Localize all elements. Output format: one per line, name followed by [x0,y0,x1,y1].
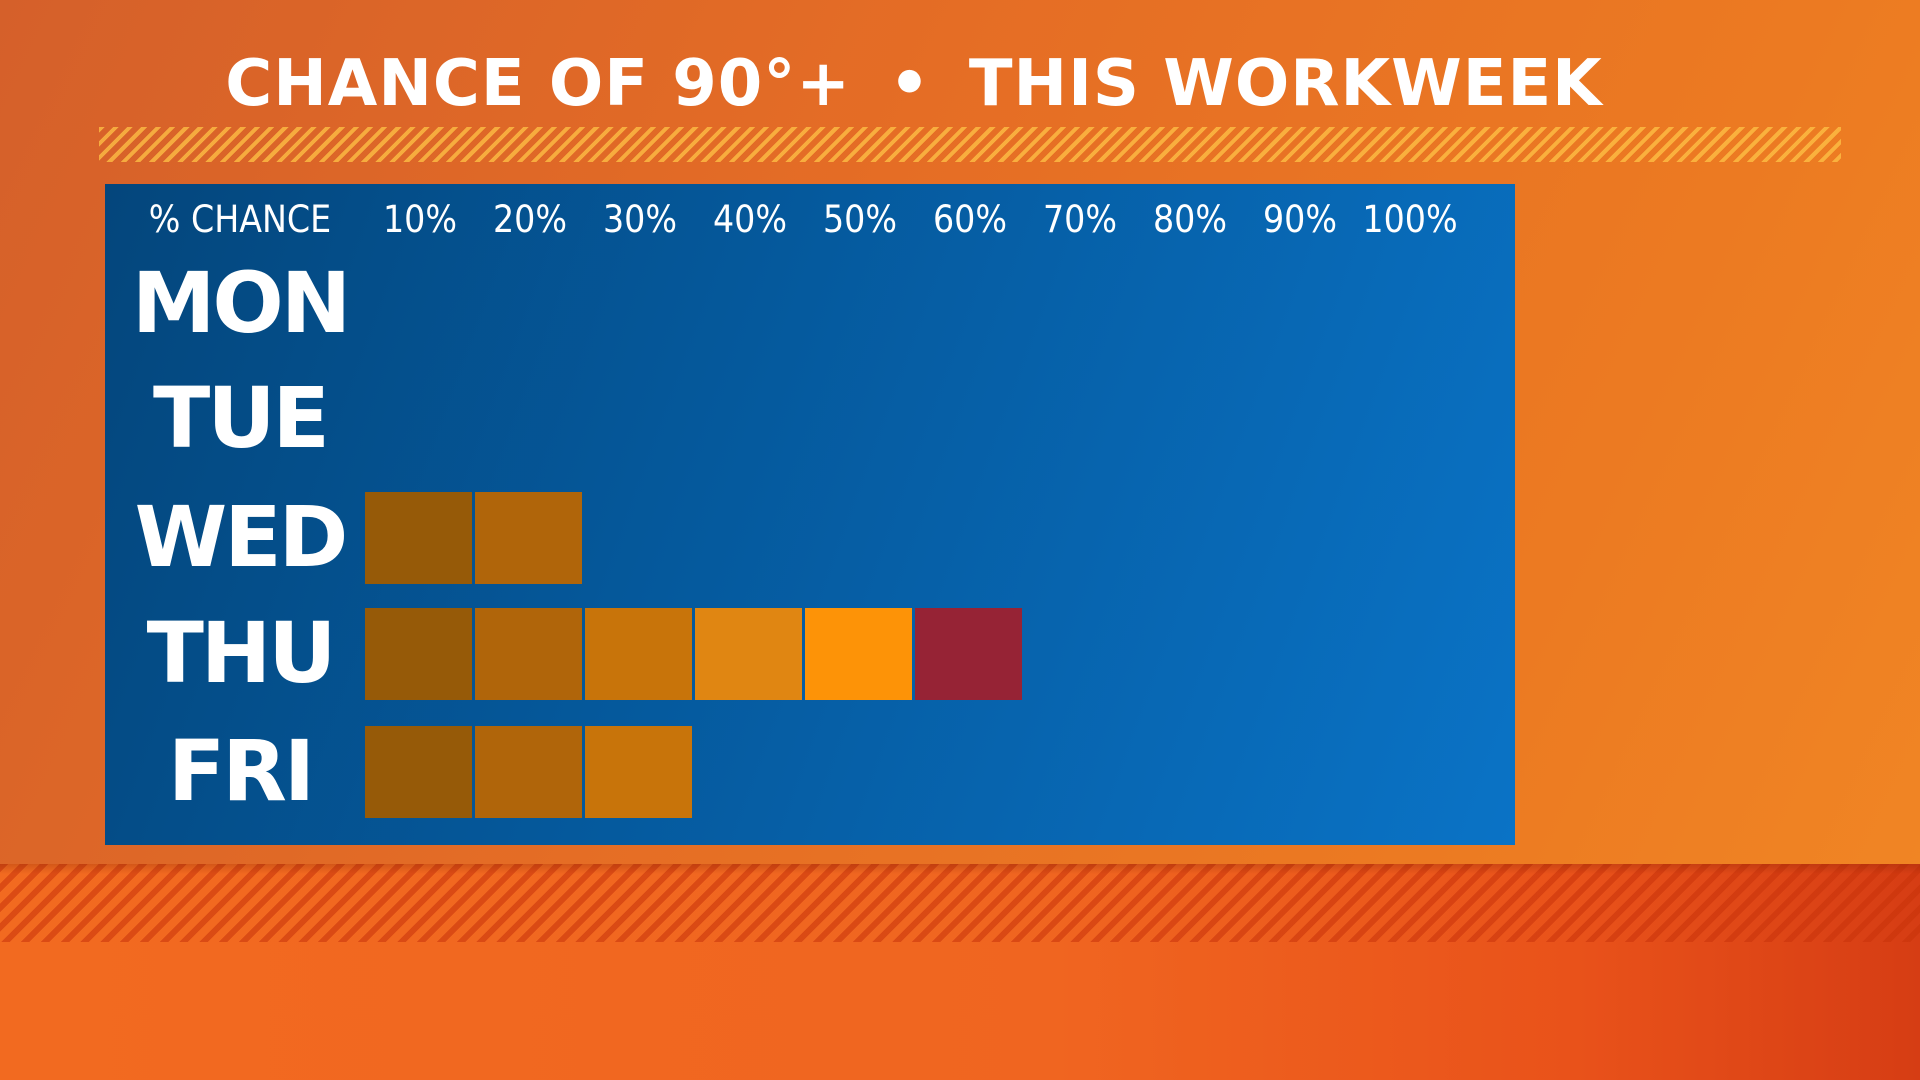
day-label-wed: WED [135,488,346,586]
day-label-tue: TUE [153,369,327,467]
bar-segment-fri-20 [475,726,582,818]
bar-segment-wed-10 [365,492,472,584]
bar-segment-thu-30 [585,608,692,700]
tick-label-80pct: 80% [1153,198,1227,241]
title-main: CHANCE OF 90°+ [225,47,851,121]
tick-label-10pct: 10% [383,198,457,241]
bottom-stripe-pattern [0,864,1920,942]
tick-label-50pct: 50% [823,198,897,241]
bar-segment-fri-10 [365,726,472,818]
bar-segment-wed-20 [475,492,582,584]
chance-bar-chart: % CHANCE 10% 20% 30% 40% 50% 60% 70% 80% 90% 100% M… [132,198,1458,820]
title-separator: • [888,47,931,121]
bar-segment-thu-40 [695,608,802,700]
day-label-mon: MON [132,254,348,352]
tick-label-20pct: 20% [493,198,567,241]
day-label-thu: THU [147,604,334,702]
day-label-fri: FRI [168,722,312,820]
tick-label-90pct: 90% [1263,198,1337,241]
title-period: THIS WORKWEEK [968,47,1603,121]
title-stripe-divider [99,127,1841,162]
tick-label-100pct: 100% [1362,198,1457,241]
bar-segment-fri-30 [585,726,692,818]
bottom-band-shadow [0,864,1920,874]
tick-label-40pct: 40% [713,198,787,241]
header-label: % CHANCE [149,198,331,241]
bar-segment-thu-50 [805,608,912,700]
tick-label-70pct: 70% [1043,198,1117,241]
bar-segment-thu-10 [365,608,472,700]
tick-label-60pct: 60% [933,198,1007,241]
bar-segment-thu-60 [915,608,1022,700]
chart-title: CHANCE OF 90°+ • THIS WORKWEEK [0,44,1828,124]
bar-segment-thu-20 [475,608,582,700]
tick-label-30pct: 30% [603,198,677,241]
chart-panel: % CHANCE 10% 20% 30% 40% 50% 60% 70% 80% 90% 100% M… [105,184,1515,845]
